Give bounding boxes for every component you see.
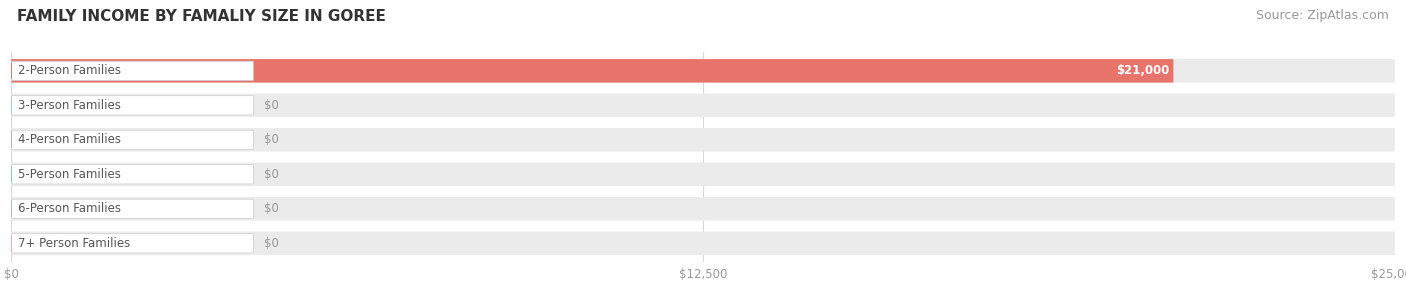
Text: $0: $0 — [264, 168, 280, 181]
Text: 7+ Person Families: 7+ Person Families — [18, 237, 131, 250]
Text: $0: $0 — [264, 99, 280, 112]
Text: $0: $0 — [264, 202, 280, 215]
FancyBboxPatch shape — [11, 96, 253, 115]
FancyBboxPatch shape — [11, 199, 253, 218]
Text: 6-Person Families: 6-Person Families — [18, 202, 121, 215]
FancyBboxPatch shape — [11, 165, 253, 184]
FancyBboxPatch shape — [11, 130, 253, 149]
Text: 3-Person Families: 3-Person Families — [18, 99, 121, 112]
Text: 2-Person Families: 2-Person Families — [18, 64, 121, 77]
FancyBboxPatch shape — [11, 163, 1395, 186]
FancyBboxPatch shape — [11, 128, 1395, 152]
FancyBboxPatch shape — [11, 59, 1395, 83]
Text: 5-Person Families: 5-Person Families — [18, 168, 121, 181]
Text: $21,000: $21,000 — [1116, 64, 1170, 77]
FancyBboxPatch shape — [11, 59, 1174, 83]
FancyBboxPatch shape — [11, 61, 253, 81]
Text: Source: ZipAtlas.com: Source: ZipAtlas.com — [1256, 9, 1389, 22]
FancyBboxPatch shape — [11, 94, 1395, 117]
FancyBboxPatch shape — [11, 197, 1395, 221]
FancyBboxPatch shape — [11, 231, 1395, 255]
Text: 4-Person Families: 4-Person Families — [18, 133, 121, 146]
Text: $0: $0 — [264, 133, 280, 146]
FancyBboxPatch shape — [11, 234, 253, 253]
Text: $0: $0 — [264, 237, 280, 250]
Text: FAMILY INCOME BY FAMALIY SIZE IN GOREE: FAMILY INCOME BY FAMALIY SIZE IN GOREE — [17, 9, 385, 24]
